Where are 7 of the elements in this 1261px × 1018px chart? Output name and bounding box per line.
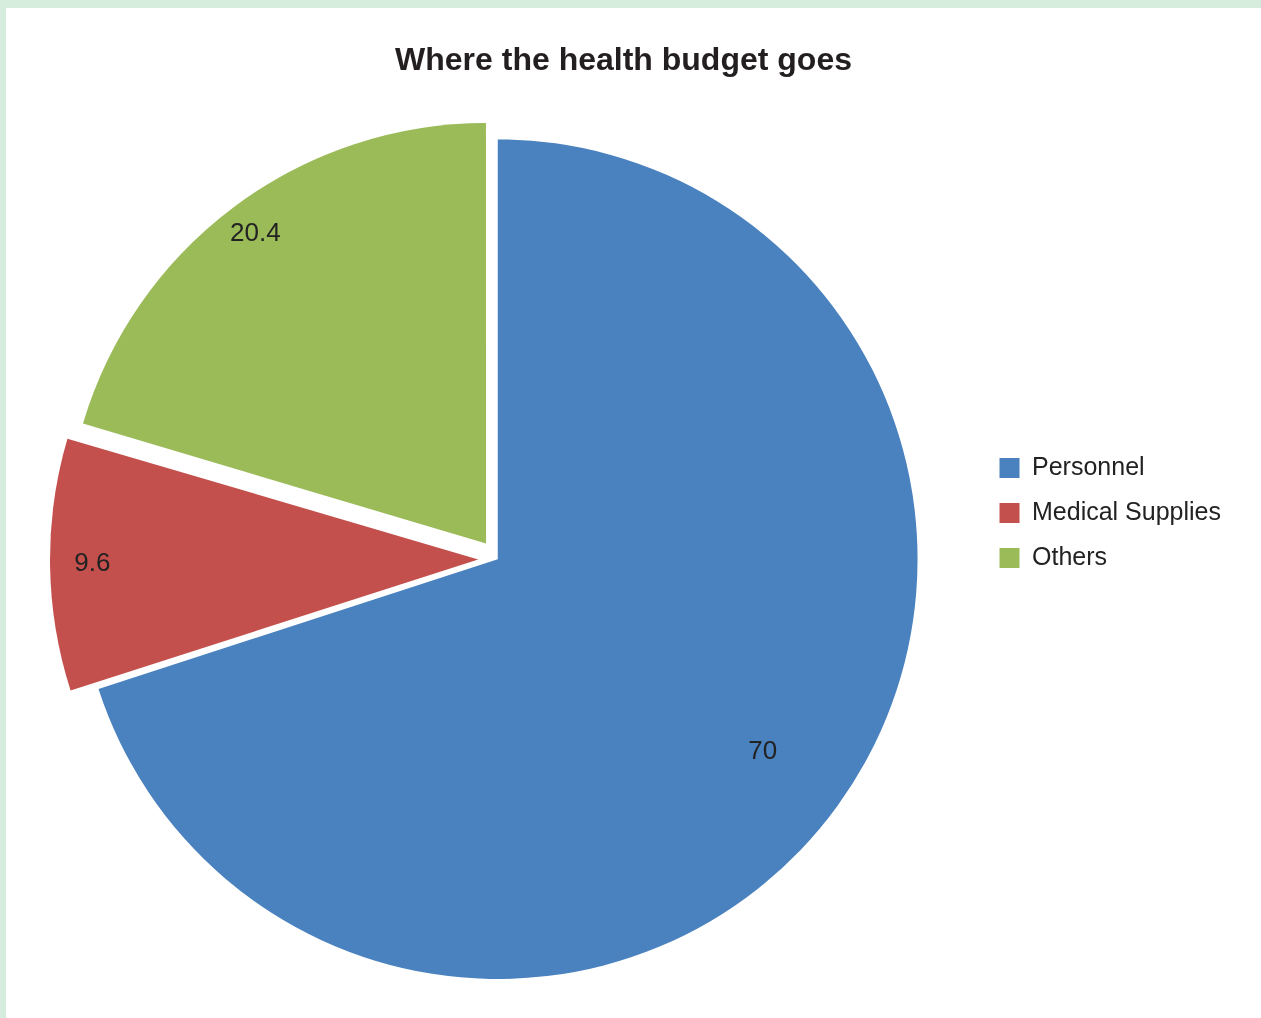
chart-title: Where the health budget goes bbox=[395, 41, 852, 78]
data-label: 9.6 bbox=[74, 547, 111, 578]
legend-label: Others bbox=[1032, 541, 1108, 570]
data-label: 20.4 bbox=[230, 217, 281, 248]
data-label: 70 bbox=[748, 734, 778, 765]
legend-label: Personnel bbox=[1032, 451, 1145, 480]
legend-label: Medical Supplies bbox=[1032, 496, 1222, 525]
